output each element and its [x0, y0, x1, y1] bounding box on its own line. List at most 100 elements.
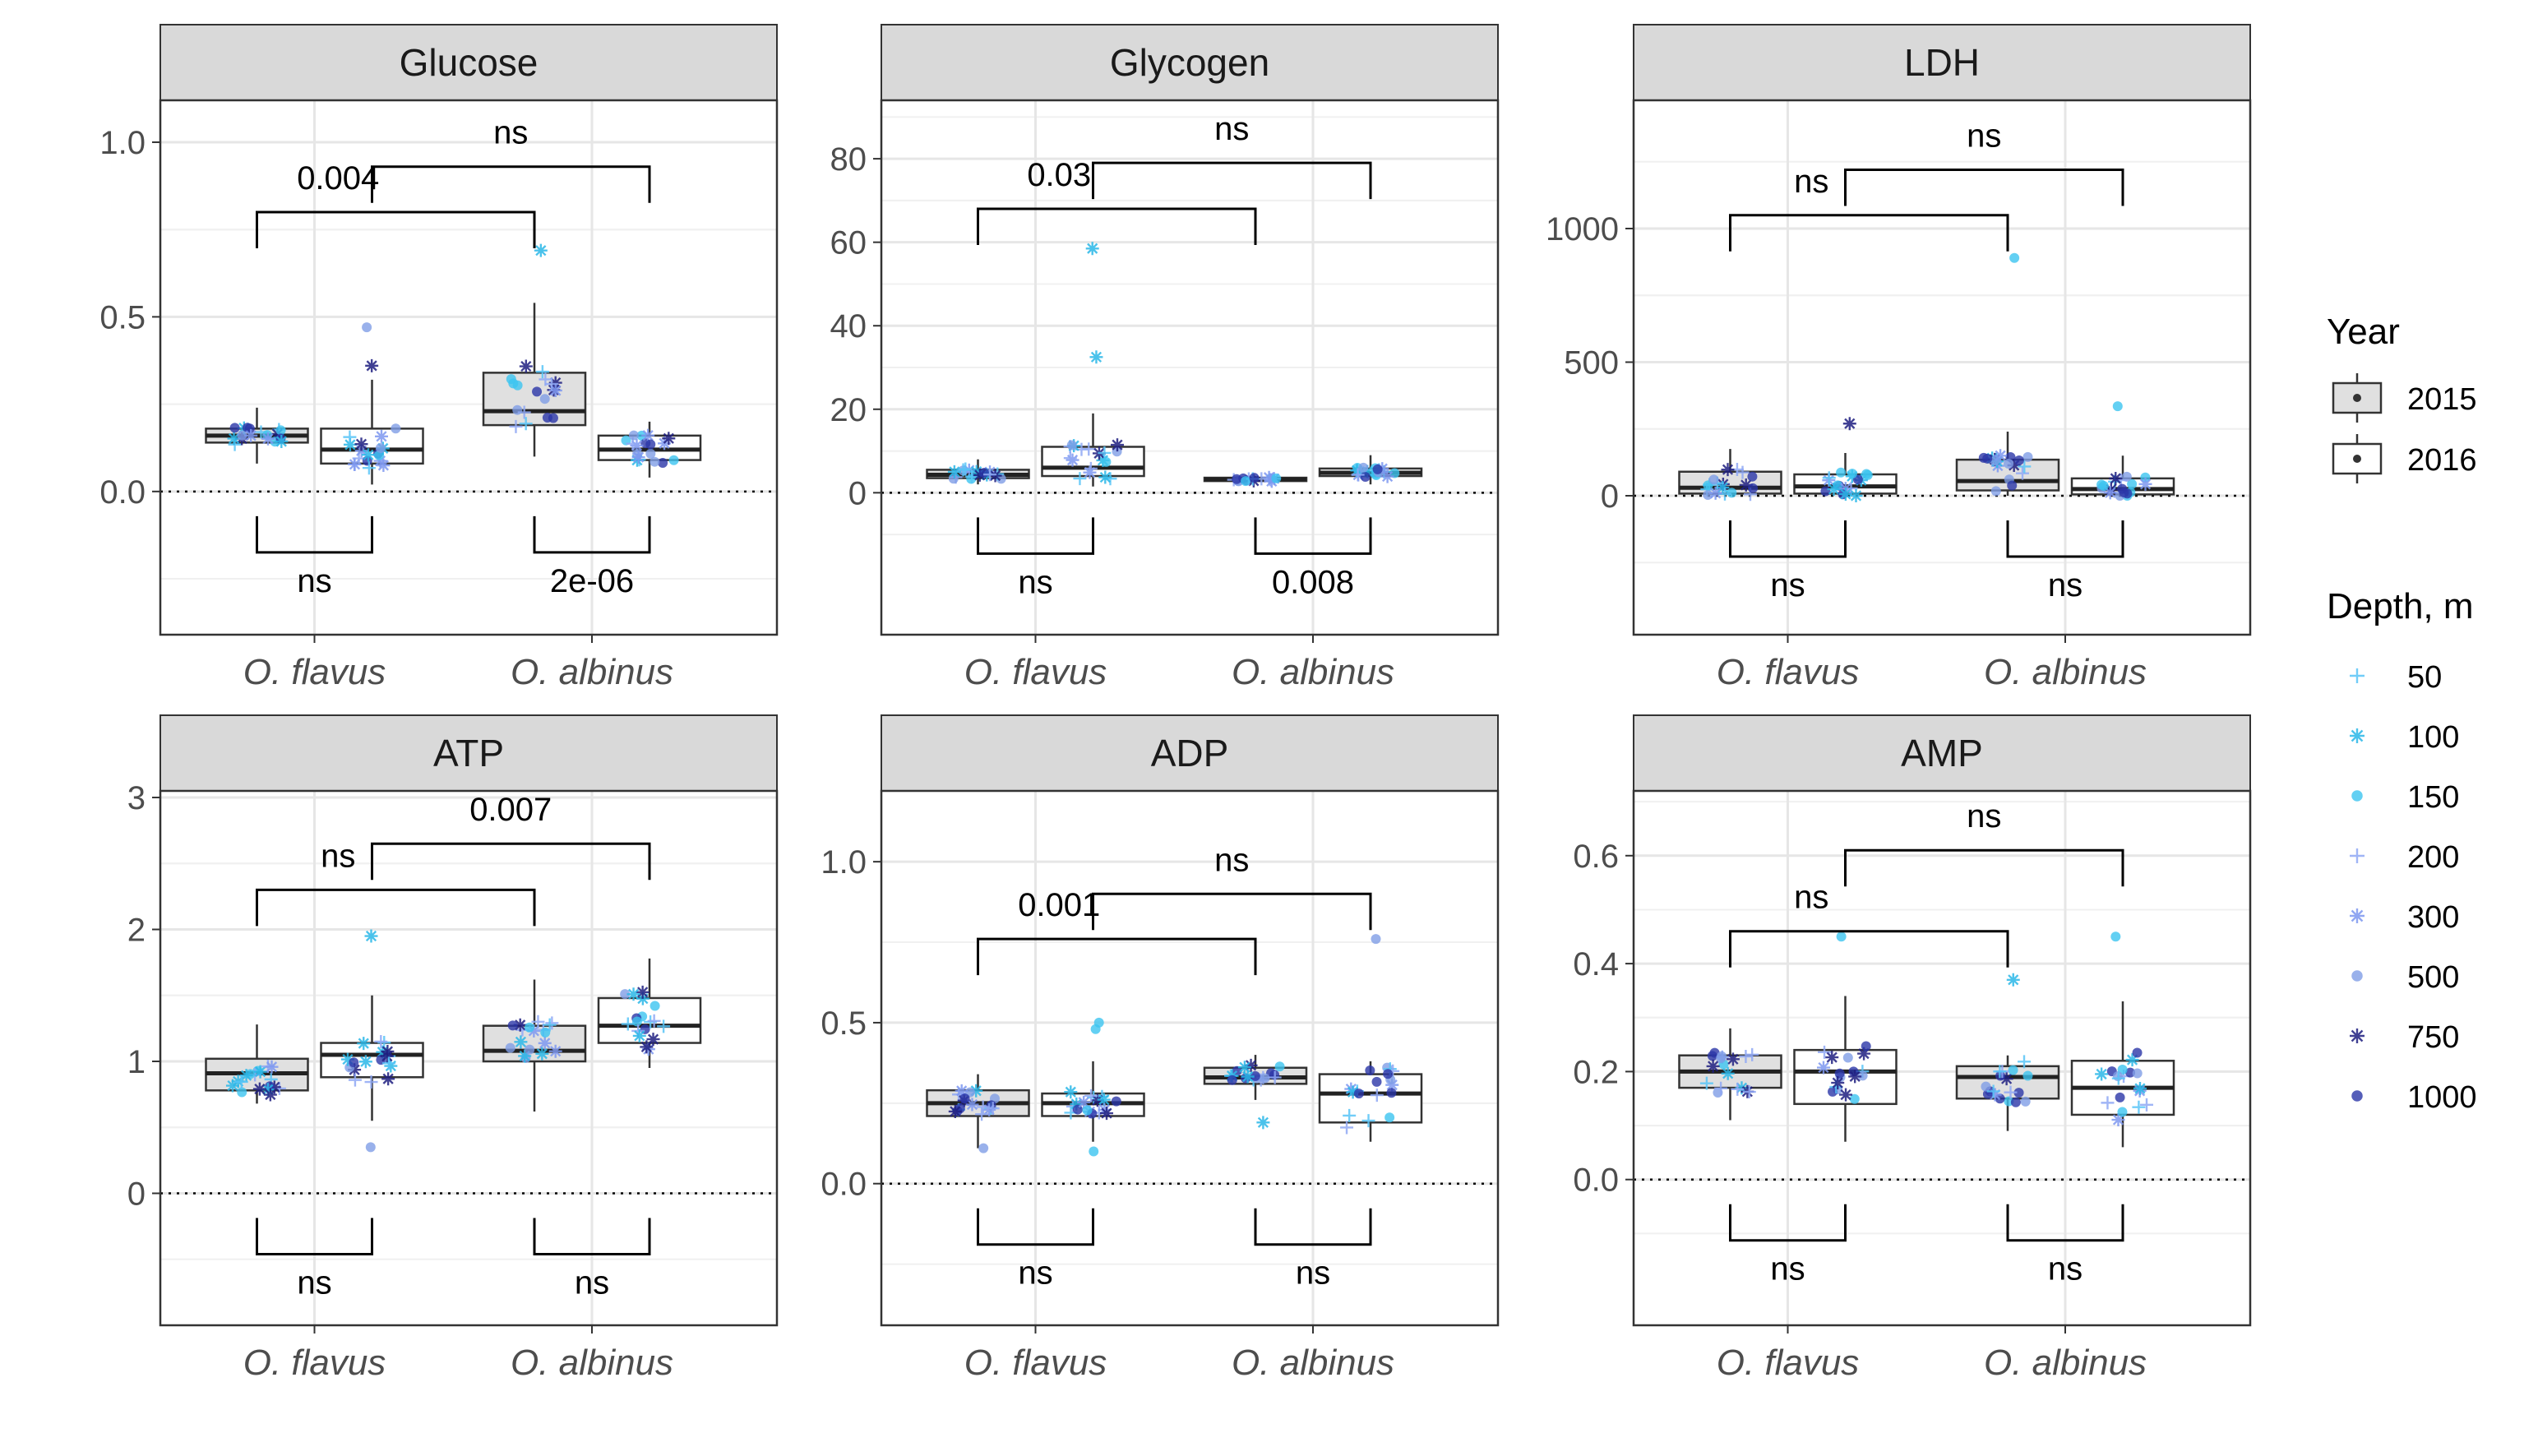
data-point — [545, 1016, 559, 1030]
legend-box-point — [2353, 394, 2361, 402]
data-point — [975, 1107, 989, 1121]
panel-title: ATP — [433, 732, 504, 774]
data-point — [1827, 483, 1841, 497]
data-point — [1861, 1041, 1871, 1052]
outlier-point — [2009, 252, 2020, 263]
data-point — [2101, 1096, 2115, 1110]
data-point — [2008, 1065, 2018, 1075]
data-point — [1084, 461, 1098, 475]
comparison-bracket — [256, 888, 536, 927]
legend-depth-label: 750 — [2407, 1020, 2459, 1055]
data-point — [527, 1024, 541, 1038]
data-point — [1385, 1078, 1399, 1092]
data-point — [1834, 1068, 1845, 1079]
data-point — [2138, 477, 2152, 491]
year-comparison-label: 2e-06 — [550, 563, 634, 599]
outlier-point — [1085, 242, 1099, 256]
year-comparison-label: ns — [2048, 567, 2083, 603]
data-point — [1982, 453, 1993, 464]
comparison-label: ns — [1967, 118, 2001, 155]
year-comparison-label: ns — [1296, 1255, 1330, 1292]
data-point — [376, 1055, 386, 1065]
data-point — [513, 1018, 527, 1032]
data-point — [237, 1087, 247, 1098]
data-point — [631, 451, 645, 465]
legend-box-point — [2353, 455, 2361, 463]
x-tick-label: O. flavus — [243, 652, 386, 692]
y-tick-label: 3 — [127, 780, 146, 816]
data-point — [636, 985, 649, 999]
panel-strip — [159, 24, 778, 101]
data-point — [1227, 1075, 1237, 1085]
data-point — [1745, 1047, 1759, 1061]
data-point — [1717, 1051, 1727, 1061]
data-point — [519, 359, 533, 373]
legend-year-label: 2015 — [2407, 382, 2477, 417]
outlier-point — [1836, 931, 1847, 942]
x-tick-label: O. flavus — [1717, 652, 1860, 692]
year-comparison-bracket — [2006, 1204, 2124, 1242]
legend-depth-label: 200 — [2407, 840, 2459, 875]
x-tick-label: O. albinus — [1232, 1343, 1394, 1383]
data-point — [2140, 472, 2151, 483]
data-point — [2096, 479, 2107, 490]
data-point — [2133, 1081, 2147, 1095]
data-point — [2111, 1071, 2125, 1085]
panel-border — [159, 99, 779, 636]
data-point — [253, 1065, 267, 1079]
legend-depth-marker — [2351, 790, 2363, 802]
comparison-bracket — [371, 842, 651, 881]
data-point — [261, 432, 275, 446]
y-tick-label: 1.0 — [821, 844, 867, 881]
data-point — [1237, 1061, 1251, 1075]
y-tick-label: 0 — [848, 475, 867, 511]
box-2015 — [482, 372, 587, 427]
x-tick-label: O. flavus — [964, 1343, 1107, 1383]
data-point — [2022, 451, 2033, 462]
outlier-point — [534, 243, 548, 257]
legend-depth-marker — [2350, 908, 2365, 923]
data-point — [517, 405, 531, 419]
data-point — [1706, 1059, 1720, 1073]
data-point — [1748, 483, 1759, 493]
year-comparison-bracket — [256, 515, 373, 554]
data-point — [1101, 456, 1112, 467]
data-point — [1736, 465, 1750, 479]
data-point — [539, 394, 550, 404]
data-point — [1828, 1086, 1838, 1097]
plot-background — [160, 100, 777, 635]
legend-depth-label: 1000 — [2407, 1080, 2477, 1115]
data-point — [2132, 1068, 2143, 1079]
data-point — [2117, 1107, 2128, 1117]
data-point — [252, 1082, 266, 1096]
data-point — [983, 468, 997, 482]
comparison-bracket — [1729, 930, 2009, 968]
data-point — [261, 1083, 275, 1097]
data-point — [1994, 449, 2008, 463]
outlier-point — [1842, 417, 1856, 431]
data-point — [1986, 1084, 2000, 1098]
data-point — [1100, 1107, 1114, 1121]
legend-title-depth: Depth, m — [2327, 586, 2474, 626]
data-point — [649, 456, 660, 467]
data-point — [548, 383, 562, 397]
data-point — [1097, 1093, 1111, 1107]
year-comparison-label: 0.008 — [1272, 564, 1354, 600]
data-point — [955, 1084, 968, 1098]
comparison-label: 0.001 — [1018, 887, 1100, 923]
comparison-bracket — [977, 207, 1257, 246]
data-point — [959, 1093, 970, 1104]
data-point — [1839, 1088, 1853, 1102]
data-point — [1842, 1052, 1853, 1063]
data-point — [361, 448, 375, 462]
data-point — [1731, 1082, 1745, 1096]
y-tick-label: 0 — [1601, 478, 1619, 515]
data-point — [542, 413, 552, 423]
panel-atp: ATP 0 1 2 3 ns 0.007 ns ns O. flavus O. albinus — [127, 714, 779, 1383]
legend-depth-marker — [2351, 1090, 2363, 1102]
data-point — [1818, 1045, 1832, 1059]
outlier-point — [1371, 934, 1381, 945]
panel-border — [1632, 99, 2252, 636]
data-point — [384, 1059, 398, 1073]
data-point — [2013, 1088, 2024, 1098]
